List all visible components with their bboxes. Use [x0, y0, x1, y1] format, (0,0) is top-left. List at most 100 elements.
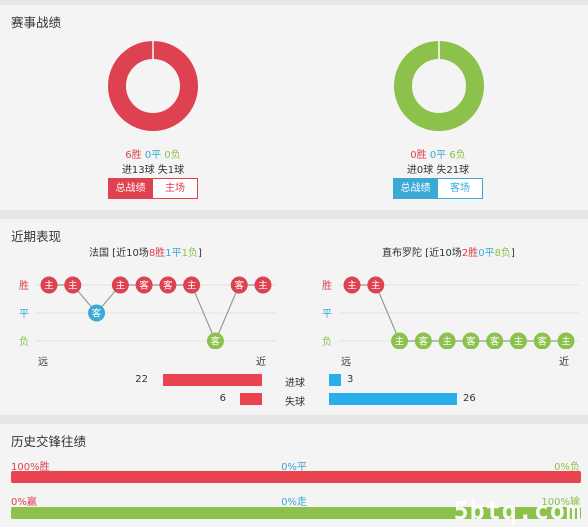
left-form-line	[49, 284, 263, 343]
left-match-5[interactable]: 客	[135, 276, 153, 294]
left-match-venue: 主	[116, 280, 126, 292]
left-match-6[interactable]: 客	[159, 276, 177, 294]
left-match-venue: 主	[187, 280, 197, 292]
right-losses: 6负	[449, 150, 466, 161]
h2h-draw-pct: 0%平	[281, 462, 307, 473]
right-match-2[interactable]: 主	[367, 276, 385, 294]
left-scored-bar	[163, 374, 262, 386]
right-match-venue: 主	[442, 336, 452, 348]
left-match-venue: 客	[139, 280, 149, 292]
left-home-tab[interactable]: 主场	[152, 178, 198, 199]
record-title: 赛事战绩	[11, 15, 62, 30]
left-match-dot	[183, 276, 201, 294]
right-match-10[interactable]: 主	[557, 332, 575, 350]
right-match-9[interactable]: 客	[533, 332, 551, 350]
right-match-venue: 主	[371, 280, 381, 292]
right-match-dot	[391, 332, 409, 349]
left-team-summary: 法国 [近10场8胜1平1负]	[89, 248, 202, 259]
right-match-venue: 主	[514, 336, 524, 348]
left-wdl-line: 6胜 0平 0负	[96, 146, 210, 161]
left-match-9[interactable]: 客	[230, 276, 248, 294]
right-recent-wins: 2胜	[461, 248, 479, 259]
h2h-result-track	[11, 471, 581, 483]
right-scored-bar	[329, 374, 341, 386]
left-match-venue: 主	[44, 280, 54, 292]
right-match-venue: 客	[466, 336, 476, 348]
left-losses: 0负	[164, 150, 181, 161]
right-form-chart: 主主主客主客客主客主	[339, 276, 579, 350]
right-match-dot	[486, 332, 504, 349]
left-near-label: 近	[256, 357, 266, 368]
right-record-donut	[394, 41, 484, 131]
h2h-cover-loss-pct: 100%输	[541, 497, 580, 508]
left-total-tab[interactable]: 总战绩	[108, 178, 153, 199]
right-match-venue: 客	[490, 336, 500, 348]
right-match-3[interactable]: 主	[391, 332, 409, 350]
left-recent-draws: 1平	[165, 248, 182, 259]
recent-form-panel: 近期表现 法国 [近10场8胜1平1负] 直布罗陀 [近10场2胜0平8负] 胜…	[0, 219, 588, 415]
left-match-8[interactable]: 客	[206, 332, 224, 350]
left-match-dot	[111, 276, 129, 294]
right-match-dot	[438, 332, 456, 349]
left-match-venue: 客	[234, 280, 244, 292]
right-total-tab[interactable]: 总战绩	[393, 178, 438, 199]
right-match-8[interactable]: 主	[509, 332, 527, 350]
right-form-line	[352, 284, 566, 342]
right-match-7[interactable]: 客	[486, 332, 504, 350]
left-match-dot	[135, 276, 153, 294]
right-far-label: 远	[341, 357, 351, 368]
left-match-10[interactable]: 主	[254, 276, 272, 294]
left-match-venue: 主	[68, 280, 78, 292]
watermark-logo: 5btq.com	[453, 496, 582, 525]
left-match-dot	[159, 276, 177, 294]
left-record-donut	[108, 41, 198, 131]
right-match-6[interactable]: 客	[462, 332, 480, 350]
left-win-axis-label: 胜	[19, 281, 29, 292]
right-match-dot	[462, 332, 480, 349]
left-recent-wins: 8胜	[148, 248, 166, 259]
left-match-dot	[230, 276, 248, 294]
left-match-venue: 主	[258, 280, 268, 292]
left-match-dot	[64, 276, 82, 294]
left-recent-losses: 1负	[181, 248, 198, 259]
left-draws: 0平	[144, 150, 162, 161]
left-form-chart: 主主客主客客主客客主	[36, 276, 276, 350]
left-team-name: 法国	[89, 248, 109, 259]
right-loss-axis-label: 负	[322, 337, 332, 348]
h2h-loss-pct: 0%负	[554, 462, 580, 473]
right-draw-axis-label: 平	[322, 309, 332, 320]
right-goals-line: 进0球 失21球	[406, 165, 470, 176]
left-far-label: 远	[38, 357, 48, 368]
right-match-dot	[343, 276, 361, 294]
right-match-5[interactable]: 主	[438, 332, 456, 350]
left-match-4[interactable]: 主	[111, 276, 129, 294]
conceded-label: 失球	[285, 397, 305, 408]
right-match-venue: 客	[537, 336, 547, 348]
right-wdl-line: 0胜 0平 6负	[381, 146, 495, 161]
h2h-handicap-track	[11, 507, 581, 519]
record-panel: 赛事战绩 6胜 0平 0负 进13球 失1球 总战绩 主场 0胜 0平 6负 进…	[0, 5, 588, 210]
right-win-axis-label: 胜	[322, 281, 332, 292]
right-match-1[interactable]: 主	[343, 276, 361, 294]
h2h-result-fill	[11, 471, 581, 483]
history-title: 历史交锋往绩	[11, 434, 87, 449]
left-match-2[interactable]: 主	[64, 276, 82, 294]
h2h-win-pct: 100%胜	[11, 462, 50, 473]
left-match-7[interactable]: 主	[183, 276, 201, 294]
right-conceded-bar	[329, 393, 457, 405]
left-match-dot	[254, 276, 272, 294]
right-match-dot	[557, 332, 575, 349]
recent-title: 近期表现	[11, 229, 62, 244]
left-match-3[interactable]: 客	[88, 304, 106, 322]
right-match-venue: 主	[561, 336, 571, 348]
right-away-tab[interactable]: 客场	[437, 178, 483, 199]
left-goals-line: 进13球 失1球	[121, 165, 185, 176]
right-match-venue: 客	[419, 336, 429, 348]
right-match-dot	[509, 332, 527, 349]
right-team-summary: 直布罗陀 [近10场2胜0平8负]	[382, 248, 515, 259]
right-match-4[interactable]: 客	[414, 332, 432, 350]
right-match-dot	[533, 332, 551, 349]
left-match-venue: 客	[92, 308, 102, 320]
left-match-1[interactable]: 主	[40, 276, 58, 294]
right-wins: 0胜	[410, 150, 427, 161]
